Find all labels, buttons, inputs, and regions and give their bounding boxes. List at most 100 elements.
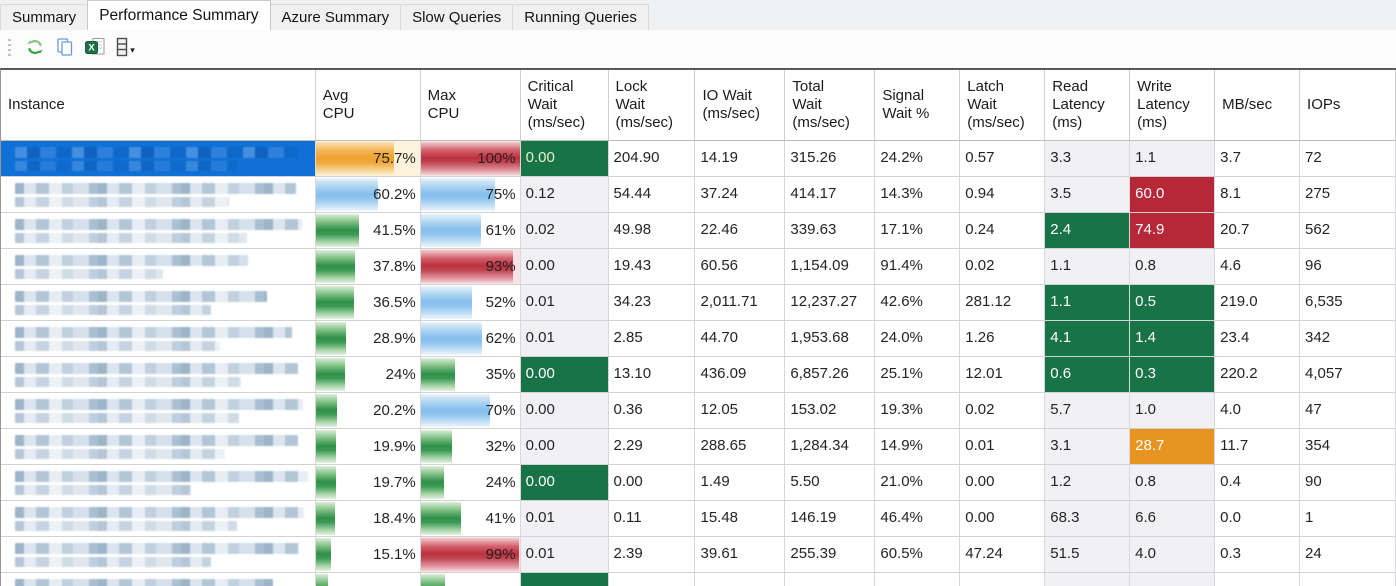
column-header-max-cpu[interactable]: Max CPU bbox=[421, 70, 521, 140]
cell-lock_wait[interactable]: 54.44 bbox=[609, 177, 696, 212]
cell-signal_wait[interactable]: 42.6% bbox=[875, 285, 961, 320]
cell-iops[interactable]: 96 bbox=[1300, 249, 1396, 284]
cell-io_wait[interactable]: 1.49 bbox=[695, 465, 786, 500]
cell-latch_wait[interactable]: 0.02 bbox=[960, 393, 1046, 428]
cell-mb_sec[interactable]: 0.3 bbox=[1215, 537, 1301, 572]
cell-write_latency[interactable]: 60.0 bbox=[1130, 177, 1216, 212]
cell-mb_sec[interactable] bbox=[1215, 573, 1301, 586]
cell-lock_wait[interactable]: 13.10 bbox=[609, 357, 696, 392]
table-row[interactable]: 37.8% 93% 0.00 19.43 60.56 1,154.09 91.4% 0.02 1… bbox=[1, 249, 1396, 285]
cell-signal_wait[interactable]: 19.3% bbox=[875, 393, 961, 428]
cell-critical_wait[interactable]: 0.00 bbox=[520, 465, 609, 500]
max-cpu-cell[interactable]: 35% bbox=[420, 357, 521, 392]
cell-lock_wait[interactable]: 0.11 bbox=[609, 501, 696, 536]
cell-signal_wait[interactable]: 24.2% bbox=[875, 141, 961, 176]
table-row[interactable]: 19.7% 24% 0.00 0.00 1.49 5.50 21.0% 0.00 1.2 0.8 0… bbox=[1, 465, 1396, 501]
cell-io_wait[interactable]: 15.48 bbox=[695, 501, 786, 536]
cell-signal_wait[interactable]: 46.4% bbox=[875, 501, 961, 536]
instance-cell[interactable] bbox=[1, 285, 316, 320]
cell-critical_wait[interactable]: 0.01 bbox=[520, 537, 609, 572]
cell-total_wait[interactable]: 12,237.27 bbox=[785, 285, 876, 320]
max-cpu-cell[interactable] bbox=[420, 573, 521, 586]
column-chooser-button[interactable]: ▾ bbox=[110, 36, 140, 63]
cell-io_wait[interactable]: 60.56 bbox=[695, 249, 786, 284]
cell-io_wait[interactable]: 12.05 bbox=[695, 393, 786, 428]
cell-signal_wait[interactable]: 91.4% bbox=[875, 249, 961, 284]
cell-read_latency[interactable]: 51.5 bbox=[1045, 537, 1131, 572]
cell-latch_wait[interactable]: 0.02 bbox=[960, 249, 1046, 284]
cell-read_latency[interactable]: 2.4 bbox=[1045, 213, 1131, 248]
instance-cell[interactable] bbox=[1, 357, 316, 392]
cell-read_latency[interactable]: 3.3 bbox=[1045, 141, 1131, 176]
column-header-latch-wait[interactable]: Latch Wait (ms/sec) bbox=[960, 70, 1046, 140]
cell-lock_wait[interactable]: 2.29 bbox=[609, 429, 696, 464]
cell-iops[interactable]: 354 bbox=[1300, 429, 1396, 464]
cell-write_latency[interactable]: 0.8 bbox=[1130, 465, 1216, 500]
cell-latch_wait[interactable]: 0.01 bbox=[960, 429, 1046, 464]
instance-cell[interactable] bbox=[1, 501, 316, 536]
column-header-instance[interactable]: Instance bbox=[1, 70, 316, 140]
cell-io_wait[interactable]: 436.09 bbox=[695, 357, 786, 392]
cell-iops[interactable]: 72 bbox=[1300, 141, 1396, 176]
table-row[interactable]: 60.2% 75% 0.12 54.44 37.24 414.17 14.3% 0.94 3.5… bbox=[1, 177, 1396, 213]
cell-write_latency[interactable]: 0.3 bbox=[1130, 357, 1216, 392]
cell-write_latency[interactable]: 1.4 bbox=[1130, 321, 1216, 356]
cell-iops[interactable]: 47 bbox=[1300, 393, 1396, 428]
cell-lock_wait[interactable] bbox=[609, 573, 696, 586]
cell-read_latency[interactable]: 4.1 bbox=[1045, 321, 1131, 356]
cell-io_wait[interactable]: 22.46 bbox=[695, 213, 786, 248]
cell-mb_sec[interactable]: 20.7 bbox=[1215, 213, 1301, 248]
avg-cpu-cell[interactable]: 20.2% bbox=[315, 393, 421, 428]
cell-latch_wait[interactable]: 1.26 bbox=[960, 321, 1046, 356]
column-header-io-wait[interactable]: IO Wait (ms/sec) bbox=[695, 70, 786, 140]
max-cpu-cell[interactable]: 52% bbox=[420, 285, 521, 320]
cell-total_wait[interactable]: 339.63 bbox=[785, 213, 876, 248]
instance-cell[interactable] bbox=[1, 177, 316, 212]
column-header-read-latency[interactable]: Read Latency (ms) bbox=[1045, 70, 1131, 140]
cell-read_latency[interactable]: 3.5 bbox=[1045, 177, 1131, 212]
cell-lock_wait[interactable]: 2.85 bbox=[609, 321, 696, 356]
avg-cpu-cell[interactable]: 41.5% bbox=[315, 213, 421, 248]
column-header-mb-sec[interactable]: MB/sec bbox=[1215, 70, 1301, 140]
cell-critical_wait[interactable]: 0.01 bbox=[520, 321, 609, 356]
cell-critical_wait[interactable]: 0.01 bbox=[520, 501, 609, 536]
cell-write_latency[interactable]: 6.6 bbox=[1130, 501, 1216, 536]
cell-signal_wait[interactable]: 60.5% bbox=[875, 537, 961, 572]
cell-latch_wait[interactable]: 0.57 bbox=[960, 141, 1046, 176]
tab-summary[interactable]: Summary bbox=[0, 4, 89, 30]
column-header-critical-wait[interactable]: Critical Wait (ms/sec) bbox=[521, 70, 609, 140]
instance-cell[interactable] bbox=[1, 213, 316, 248]
cell-write_latency[interactable]: 1.0 bbox=[1130, 393, 1216, 428]
cell-mb_sec[interactable]: 220.2 bbox=[1215, 357, 1301, 392]
cell-read_latency[interactable]: 1.2 bbox=[1045, 465, 1131, 500]
cell-latch_wait[interactable]: 47.24 bbox=[960, 537, 1046, 572]
cell-mb_sec[interactable]: 23.4 bbox=[1215, 321, 1301, 356]
instance-cell[interactable] bbox=[1, 465, 316, 500]
table-row[interactable]: 18.4% 41% 0.01 0.11 15.48 146.19 46.4% 0.00 68.3… bbox=[1, 501, 1396, 537]
cell-critical_wait[interactable] bbox=[520, 573, 609, 586]
cell-critical_wait[interactable]: 0.02 bbox=[520, 213, 609, 248]
column-header-signal-wait[interactable]: Signal Wait % bbox=[875, 70, 961, 140]
cell-signal_wait[interactable]: 14.9% bbox=[875, 429, 961, 464]
cell-total_wait[interactable]: 146.19 bbox=[785, 501, 876, 536]
max-cpu-cell[interactable]: 62% bbox=[420, 321, 521, 356]
export-excel-button[interactable]: X bbox=[80, 36, 110, 63]
table-row[interactable]: 19.9% 32% 0.00 2.29 288.65 1,284.34 14.9% 0.01 3… bbox=[1, 429, 1396, 465]
cell-iops[interactable]: 24 bbox=[1300, 537, 1396, 572]
avg-cpu-cell[interactable]: 19.9% bbox=[315, 429, 421, 464]
cell-write_latency[interactable]: 1.1 bbox=[1130, 141, 1216, 176]
cell-critical_wait[interactable]: 0.01 bbox=[520, 285, 609, 320]
table-row[interactable] bbox=[1, 573, 1396, 586]
cell-signal_wait[interactable]: 25.1% bbox=[875, 357, 961, 392]
avg-cpu-cell[interactable]: 28.9% bbox=[315, 321, 421, 356]
cell-latch_wait[interactable]: 281.12 bbox=[960, 285, 1046, 320]
cell-total_wait[interactable]: 1,953.68 bbox=[785, 321, 876, 356]
avg-cpu-cell[interactable]: 37.8% bbox=[315, 249, 421, 284]
table-row[interactable]: 24% 35% 0.00 13.10 436.09 6,857.26 25.1% 12.01 0… bbox=[1, 357, 1396, 393]
cell-signal_wait[interactable] bbox=[875, 573, 961, 586]
max-cpu-cell[interactable]: 75% bbox=[420, 177, 521, 212]
cell-critical_wait[interactable]: 0.12 bbox=[520, 177, 609, 212]
cell-lock_wait[interactable]: 0.00 bbox=[609, 465, 696, 500]
cell-read_latency[interactable]: 5.7 bbox=[1045, 393, 1131, 428]
avg-cpu-cell[interactable] bbox=[315, 573, 421, 586]
